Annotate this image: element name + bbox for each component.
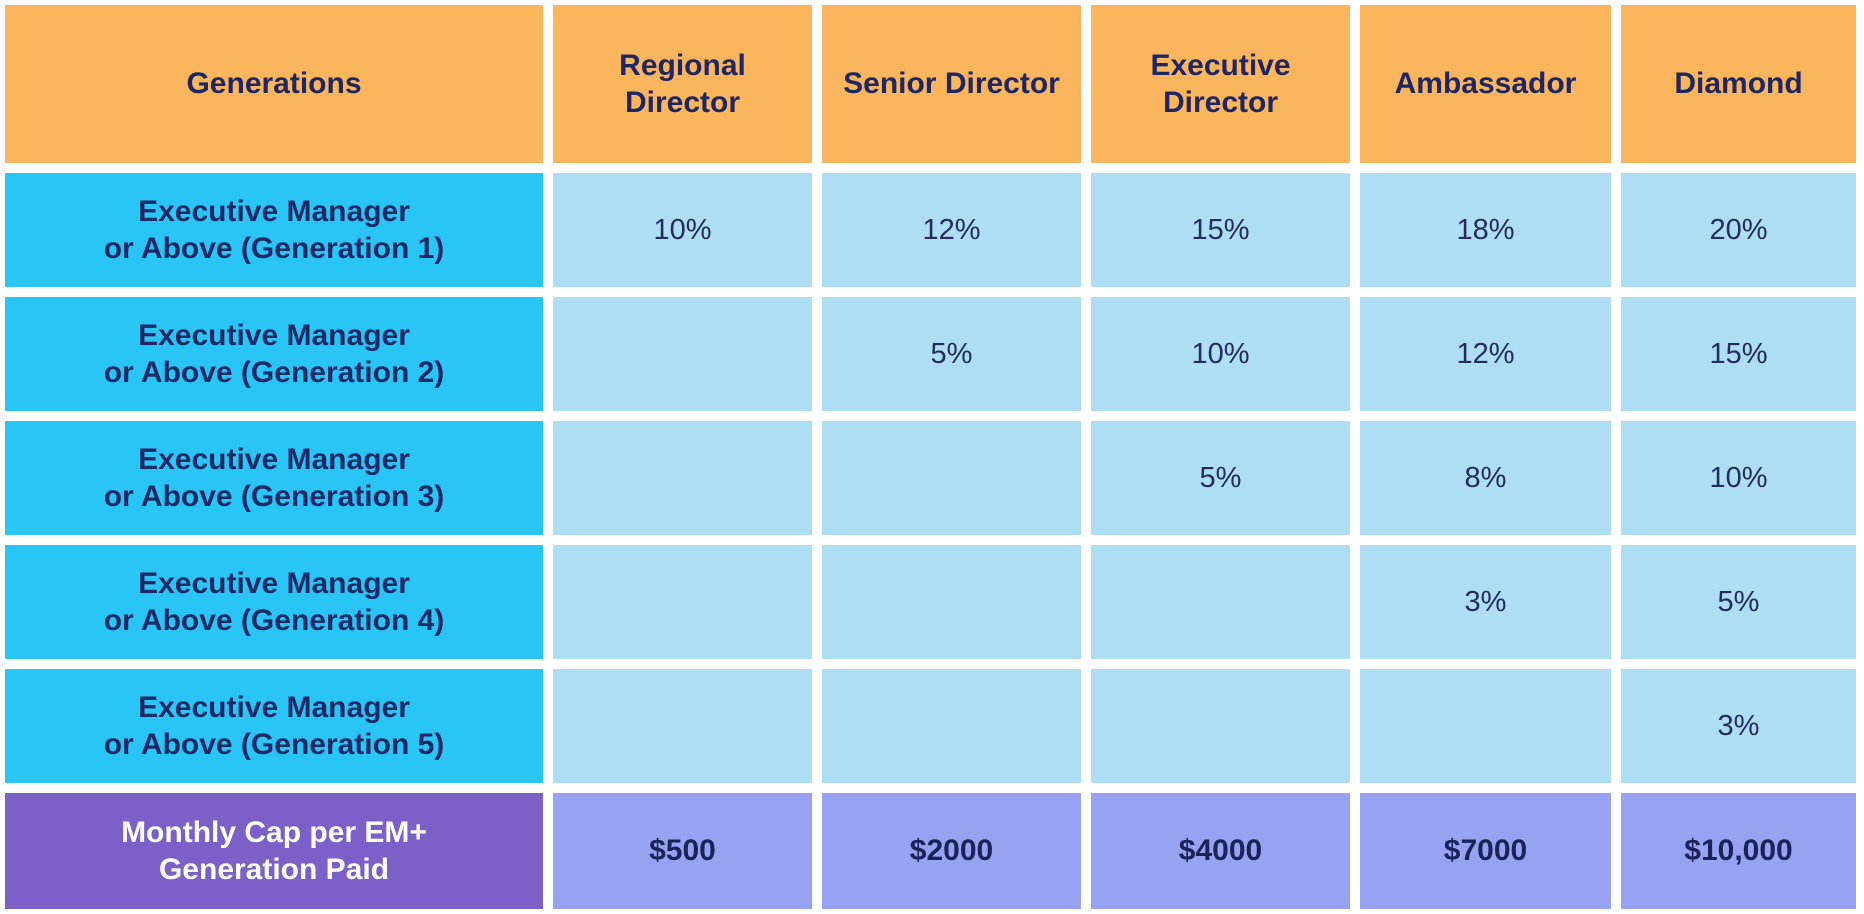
cell-gen1-executive-director: 15% bbox=[1091, 173, 1350, 287]
cell-gen5-senior-director bbox=[822, 669, 1081, 783]
row-label-line: Executive Manager bbox=[138, 566, 410, 600]
row-label-generation-4: Executive Manager or Above (Generation 4… bbox=[5, 545, 543, 659]
row-label-line: Executive Manager bbox=[138, 442, 410, 476]
cell-gen5-ambassador bbox=[1360, 669, 1611, 783]
cell-gen3-senior-director bbox=[822, 421, 1081, 535]
row-label-generation-3: Executive Manager or Above (Generation 3… bbox=[5, 421, 543, 535]
row-label-line: Executive Manager bbox=[138, 690, 410, 724]
cell-cap-ambassador: $7000 bbox=[1360, 793, 1611, 909]
cell-gen5-diamond: 3% bbox=[1621, 669, 1856, 783]
cell-gen3-executive-director: 5% bbox=[1091, 421, 1350, 535]
header-diamond: Diamond bbox=[1621, 5, 1856, 163]
cell-cap-senior-director: $2000 bbox=[822, 793, 1081, 909]
cell-gen1-diamond: 20% bbox=[1621, 173, 1856, 287]
cell-gen3-ambassador: 8% bbox=[1360, 421, 1611, 535]
row-label-line: or Above (Generation 5) bbox=[103, 728, 445, 761]
cell-gen1-ambassador: 18% bbox=[1360, 173, 1611, 287]
row-label-line: or Above (Generation 3) bbox=[103, 480, 445, 513]
cell-cap-executive-director: $4000 bbox=[1091, 793, 1350, 909]
cell-gen1-regional-director: 10% bbox=[553, 173, 812, 287]
cell-gen5-executive-director bbox=[1091, 669, 1350, 783]
cell-gen3-diamond: 10% bbox=[1621, 421, 1856, 535]
row-label-generation-2: Executive Manager or Above (Generation 2… bbox=[5, 297, 543, 411]
generations-compensation-table: Generations Regional Director Senior Dir… bbox=[5, 5, 1859, 909]
cell-gen1-senior-director: 12% bbox=[822, 173, 1081, 287]
row-label-line: or Above (Generation 4) bbox=[103, 604, 445, 637]
cell-gen2-senior-director: 5% bbox=[822, 297, 1081, 411]
row-label-line: Executive Manager bbox=[138, 318, 410, 352]
cell-gen3-regional-director bbox=[553, 421, 812, 535]
header-regional-director: Regional Director bbox=[553, 5, 812, 163]
header-executive-director: Executive Director bbox=[1091, 5, 1350, 163]
cell-gen4-regional-director bbox=[553, 545, 812, 659]
header-senior-director: Senior Director bbox=[822, 5, 1081, 163]
footer-label-line: Monthly Cap per EM+ bbox=[121, 815, 427, 849]
cell-gen4-senior-director bbox=[822, 545, 1081, 659]
header-ambassador: Ambassador bbox=[1360, 5, 1611, 163]
row-label-line: or Above (Generation 2) bbox=[103, 356, 445, 389]
cell-gen2-diamond: 15% bbox=[1621, 297, 1856, 411]
cell-gen2-ambassador: 12% bbox=[1360, 297, 1611, 411]
cell-cap-regional-director: $500 bbox=[553, 793, 812, 909]
cell-gen2-executive-director: 10% bbox=[1091, 297, 1350, 411]
row-label-generation-5: Executive Manager or Above (Generation 5… bbox=[5, 669, 543, 783]
cell-gen4-diamond: 5% bbox=[1621, 545, 1856, 659]
cell-gen5-regional-director bbox=[553, 669, 812, 783]
cell-gen4-executive-director bbox=[1091, 545, 1350, 659]
row-label-line: Executive Manager bbox=[138, 194, 410, 228]
cell-gen4-ambassador: 3% bbox=[1360, 545, 1611, 659]
row-label-line: or Above (Generation 1) bbox=[103, 232, 445, 265]
cell-cap-diamond: $10,000 bbox=[1621, 793, 1856, 909]
header-generations: Generations bbox=[5, 5, 543, 163]
footer-label-monthly-cap: Monthly Cap per EM+ Generation Paid bbox=[5, 793, 543, 909]
row-label-generation-1: Executive Manager or Above (Generation 1… bbox=[5, 173, 543, 287]
cell-gen2-regional-director bbox=[553, 297, 812, 411]
footer-label-line: Generation Paid bbox=[158, 853, 390, 886]
